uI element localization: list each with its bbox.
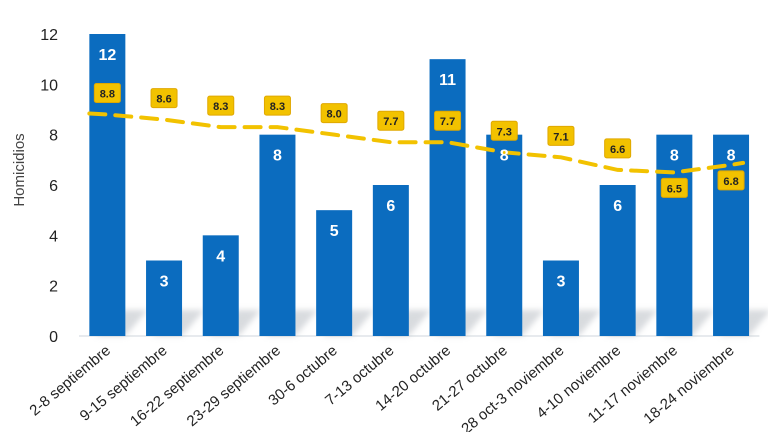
average-label-box <box>263 95 291 116</box>
average-value-label: 6.6 <box>610 144 625 156</box>
bar-value-label: 5 <box>330 223 339 240</box>
bar-value-label: 6 <box>386 198 395 215</box>
y-tick-label: 8 <box>49 128 58 145</box>
average-value-label: 8.3 <box>270 101 285 113</box>
average-value-label: 8.0 <box>327 109 342 121</box>
average-value-label: 7.7 <box>440 116 455 128</box>
average-value-label: 6.5 <box>667 183 682 195</box>
y-tick-label: 10 <box>40 77 58 94</box>
y-tick-label: 12 <box>40 27 58 44</box>
bar-value-label: 8 <box>273 148 282 165</box>
average-label-box <box>207 95 235 116</box>
bar <box>372 185 409 336</box>
bar-value-label: 12 <box>98 47 116 64</box>
bar-value-label: 8 <box>500 148 509 165</box>
bar-value-label: 8 <box>670 148 679 165</box>
bar <box>202 235 239 336</box>
average-value-label: 8.8 <box>100 89 115 101</box>
average-label-box <box>604 138 632 159</box>
bar <box>486 134 523 336</box>
average-value-label: 7.7 <box>383 116 398 128</box>
bar-value-label: 3 <box>160 274 169 291</box>
bar <box>259 134 296 336</box>
average-label-box <box>377 110 405 131</box>
average-label-box <box>93 83 121 104</box>
average-label-box <box>717 170 745 191</box>
bar <box>89 34 126 336</box>
bar-value-label: 11 <box>439 72 456 89</box>
average-value-label: 8.6 <box>156 94 171 106</box>
x-tick-label: 28 oct-3 noviembre <box>458 342 567 432</box>
x-tick-label: 23-29 septiembre <box>184 342 284 430</box>
bar <box>316 210 353 336</box>
average-label-box <box>434 110 462 131</box>
average-trend-line <box>87 111 746 175</box>
bar <box>146 260 183 336</box>
average-label-box <box>547 125 575 146</box>
average-label-box <box>490 120 518 141</box>
average-value-label: 8.3 <box>213 101 228 113</box>
average-label-box <box>150 88 178 109</box>
bar-value-label: 8 <box>727 148 736 165</box>
bar <box>542 260 579 336</box>
y-axis-title: Homicidios <box>11 133 28 206</box>
bar-value-label: 6 <box>613 198 622 215</box>
bar <box>599 185 636 336</box>
bar-value-label: 4 <box>216 248 225 265</box>
y-tick-label: 6 <box>49 178 58 195</box>
bar <box>656 134 693 336</box>
average-value-label: 7.3 <box>497 126 512 138</box>
bar <box>429 59 466 337</box>
average-value-label: 6.8 <box>723 176 738 188</box>
average-label-box <box>320 103 348 124</box>
average-label-box <box>660 177 688 198</box>
y-tick-label: 2 <box>49 279 58 296</box>
average-value-label: 7.1 <box>553 131 568 143</box>
y-tick-label: 4 <box>49 228 58 245</box>
y-tick-label: 0 <box>49 329 58 346</box>
x-tick-label: 16-22 septiembre <box>127 342 227 430</box>
bar-value-label: 3 <box>556 274 565 291</box>
